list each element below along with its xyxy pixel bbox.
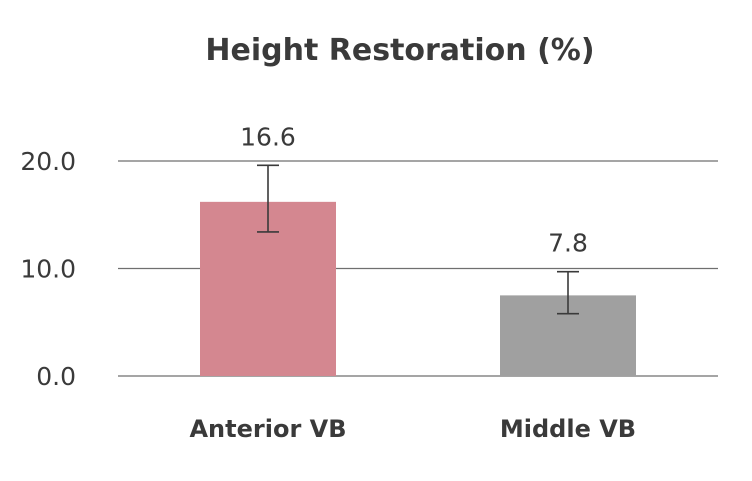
y-tick-label: 0.0 [36,362,76,391]
data-labels: 16.6 7.8 [240,122,588,257]
category-labels: Anterior VB Middle VB [189,415,636,443]
error-bar [557,270,579,315]
y-tick-label: 10.0 [20,255,76,284]
y-axis-tick-labels: 0.0 10.0 20.0 [20,147,76,391]
error-bar [257,164,279,233]
chart-title: Height Restoration (%) [205,33,594,68]
category-label: Anterior VB [189,415,346,443]
data-label: 7.8 [548,229,588,258]
category-label: Middle VB [500,415,636,443]
y-tick-label: 20.0 [20,147,76,176]
error-bars [257,164,579,315]
data-label: 16.6 [240,122,296,151]
